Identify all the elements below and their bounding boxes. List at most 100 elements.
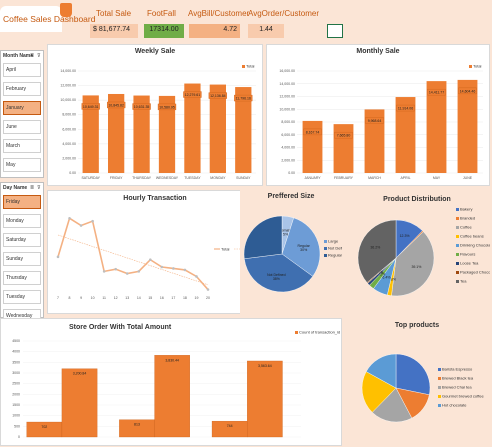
day-slicer-item-tuesday[interactable]: Tuesday xyxy=(3,290,41,304)
x-tick-label: SATURDAY xyxy=(81,176,100,180)
slice-label: 38% xyxy=(273,277,280,281)
preferred-size-title: Preffered Size xyxy=(267,193,315,200)
hourly-transaction-chart: 7891011121314151617181920TotalLinear (To… xyxy=(56,216,262,300)
month-slicer-item-march[interactable]: March xyxy=(3,139,41,153)
kpi-avg-order-value: 1.44 xyxy=(248,24,284,38)
data-point xyxy=(149,258,152,262)
y-tick-label: 3000 xyxy=(12,371,20,375)
data-point xyxy=(56,255,60,259)
bar xyxy=(364,109,385,173)
data-label: 3,200.84 xyxy=(73,372,87,376)
y-tick-label: 10,000.00 xyxy=(279,107,295,111)
y-tick-label: 6,000.00 xyxy=(281,133,295,137)
data-label-box xyxy=(157,103,177,111)
data-label: 10,845.82 xyxy=(108,103,124,107)
data-point xyxy=(160,265,164,269)
data-label: 10,631.35 xyxy=(134,105,150,109)
data-point xyxy=(79,224,83,227)
x-tick-label: SUNDAY xyxy=(236,176,251,180)
x-tick-label: 7 xyxy=(57,296,59,300)
month-slicer-item-april[interactable]: April xyxy=(3,63,41,77)
pie-slice xyxy=(395,353,431,396)
x-tick-label: 9 xyxy=(80,296,82,300)
day-slicer-item-sunday[interactable]: Sunday xyxy=(3,252,41,266)
legend-label: Count of transaction_id xyxy=(299,331,340,335)
kpi-avg-order-label: AvgOrder/Customer xyxy=(248,9,319,18)
y-tick-label: 2500 xyxy=(12,382,20,386)
bar xyxy=(82,95,99,173)
multi-select-icon[interactable]: ≣ xyxy=(30,53,35,59)
month-slicer-item-february[interactable]: February xyxy=(3,82,41,96)
coffee-mug-icon xyxy=(60,3,72,17)
data-point xyxy=(206,288,210,291)
legend-label: Brewed Black tea xyxy=(442,376,474,381)
currency-symbol: $ xyxy=(93,26,97,33)
legend-swatch xyxy=(324,254,327,257)
y-tick-label: 4,000.00 xyxy=(62,142,76,146)
store-order-panel: Store Order With Total Amount 0 500 1000 15… xyxy=(0,318,342,446)
x-tick-label: 19 xyxy=(195,296,199,300)
day-slicer-item-friday[interactable]: Friday xyxy=(3,195,41,209)
day-slicer-item-thursday[interactable]: Thursday xyxy=(3,271,41,285)
legend-swatch xyxy=(438,368,441,371)
legend-swatch xyxy=(456,235,459,238)
pie-slice xyxy=(243,215,283,259)
kpi-total-sale-value: $ 81,677.74 xyxy=(90,24,138,38)
bar xyxy=(209,84,226,173)
month-slicer-item-june[interactable]: June xyxy=(3,120,41,134)
data-label-box xyxy=(234,94,253,102)
legend-swatch xyxy=(324,240,327,243)
bar xyxy=(302,120,323,173)
month-slicer-title: Month Name xyxy=(3,53,33,59)
clear-filter-icon[interactable]: ⊽ xyxy=(37,185,41,191)
data-label: 11,796.16 xyxy=(236,97,251,101)
legend-swatch xyxy=(456,217,459,220)
data-point xyxy=(102,270,106,273)
legend-label: Brewed Chai tea xyxy=(442,385,472,390)
y-tick-label: 10,000.00 xyxy=(60,98,76,102)
x-tick-label: MAY xyxy=(433,176,441,180)
data-label-box xyxy=(334,131,353,139)
legend-label: Branded xyxy=(460,216,475,221)
pie-slice xyxy=(361,371,397,413)
top-products-title: Top products xyxy=(394,322,440,329)
clear-filter-icon[interactable]: ⊽ xyxy=(37,53,41,59)
pie-slice xyxy=(391,231,435,297)
legend-swatch xyxy=(456,262,459,265)
legend-swatch xyxy=(438,377,441,380)
weekly-sale-chart: 0.00 2,000.00 4,000.00 6,000.00 8,000.00 10,0… xyxy=(60,64,256,180)
month-slicer-item-may[interactable]: May xyxy=(3,158,41,172)
y-tick-label: 1500 xyxy=(12,403,20,407)
x-tick-label: 20 xyxy=(206,296,210,300)
x-tick-label: JUNE xyxy=(463,176,473,180)
bar xyxy=(457,79,478,173)
day-slicer[interactable]: Day Name ≣ ⊽ Friday Monday Saturday Sunday T… xyxy=(0,182,44,323)
data-point xyxy=(68,216,71,220)
data-label: 12,136.84 xyxy=(210,94,226,98)
data-label: 14,604.46 xyxy=(460,89,476,93)
month-slicer[interactable]: Month Name ≣ ⊽ April February January June M… xyxy=(0,50,44,178)
day-slicer-item-saturday[interactable]: Saturday xyxy=(3,233,41,247)
data-label-box xyxy=(106,101,126,109)
kpi-footfall-label: FootFall xyxy=(147,9,176,18)
bar xyxy=(133,95,150,173)
legend-label: Total xyxy=(473,64,482,69)
day-slicer-title: Day Name xyxy=(3,185,28,191)
bar xyxy=(395,97,416,173)
y-tick-label: 4,000.00 xyxy=(281,146,295,150)
y-tick-label: 0.00 xyxy=(288,171,295,175)
month-slicer-item-january[interactable]: January xyxy=(3,101,41,115)
day-slicer-item-monday[interactable]: Monday xyxy=(3,214,41,228)
y-tick-label: 2,000.00 xyxy=(281,158,295,162)
slice-label: 39.1% xyxy=(411,265,421,269)
data-label: 3,830.44 xyxy=(165,358,179,362)
multi-select-icon[interactable]: ≣ xyxy=(30,185,35,191)
y-tick-label: 16,000.00 xyxy=(279,69,295,73)
legend-label: Not Defined xyxy=(328,246,342,251)
legend-swatch xyxy=(456,271,459,274)
selected-cell[interactable] xyxy=(327,24,343,38)
slice-label: Regular xyxy=(298,244,311,248)
hourly-transaction-title: Hourly Transaction xyxy=(123,195,187,202)
legend-label: Large xyxy=(328,239,339,244)
store-order-title: Store Order With Total Amount xyxy=(69,324,172,331)
